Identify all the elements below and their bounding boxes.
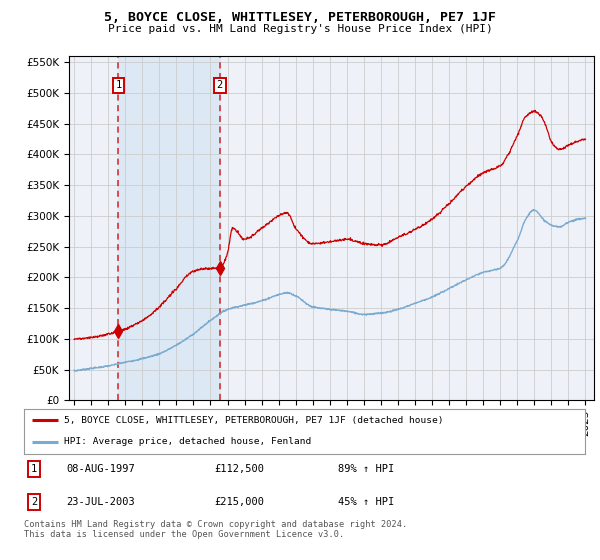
Text: 45% ↑ HPI: 45% ↑ HPI [338,497,394,507]
Text: 08-AUG-1997: 08-AUG-1997 [66,464,135,474]
Text: 1: 1 [31,464,37,474]
Text: HPI: Average price, detached house, Fenland: HPI: Average price, detached house, Fenl… [64,437,311,446]
Text: 2: 2 [217,80,223,90]
Text: £112,500: £112,500 [215,464,265,474]
Text: 2: 2 [31,497,37,507]
Text: £215,000: £215,000 [215,497,265,507]
Bar [118,56,220,400]
Text: 5, BOYCE CLOSE, WHITTLESEY, PETERBOROUGH, PE7 1JF: 5, BOYCE CLOSE, WHITTLESEY, PETERBOROUGH… [104,11,496,24]
Text: Price paid vs. HM Land Registry's House Price Index (HPI): Price paid vs. HM Land Registry's House … [107,24,493,34]
Text: 5, BOYCE CLOSE, WHITTLESEY, PETERBOROUGH, PE7 1JF (detached house): 5, BOYCE CLOSE, WHITTLESEY, PETERBOROUGH… [64,416,444,425]
Text: 89% ↑ HPI: 89% ↑ HPI [338,464,394,474]
Text: 23-JUL-2003: 23-JUL-2003 [66,497,135,507]
Text: 1: 1 [115,80,122,90]
Text: Contains HM Land Registry data © Crown copyright and database right 2024.
This d: Contains HM Land Registry data © Crown c… [24,520,407,539]
